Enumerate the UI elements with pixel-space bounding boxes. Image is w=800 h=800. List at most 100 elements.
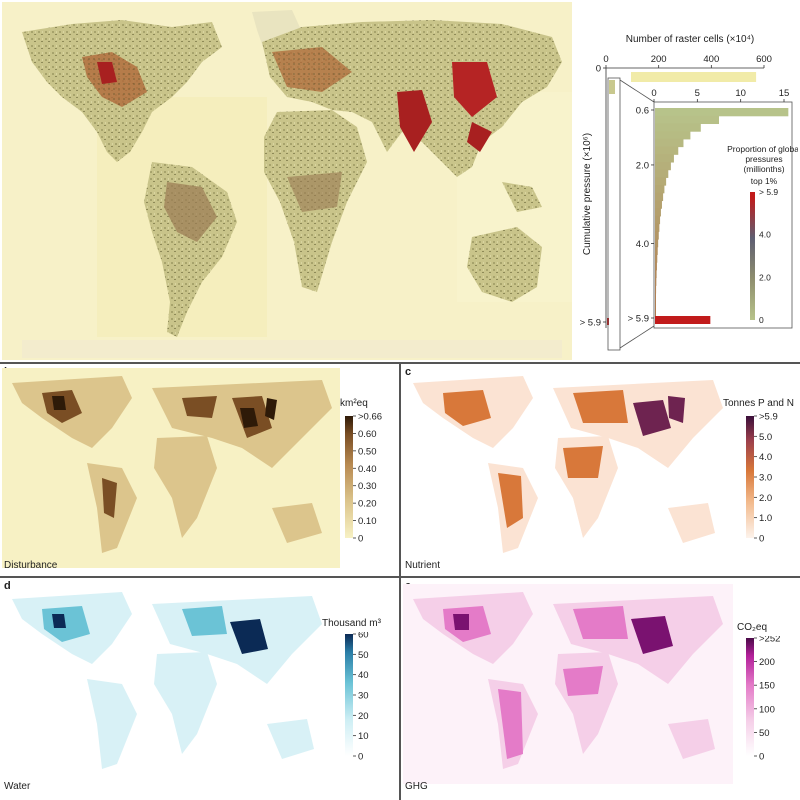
colorbar-tick-label: 1.0 <box>759 513 772 524</box>
outer-x-tick-label: 400 <box>703 54 719 65</box>
colorbar-tick-label: 0.30 <box>358 481 377 492</box>
panel-b: b km²eq >0.660.600.500.400.300.200.10 <box>0 364 399 576</box>
outer-y-tick-label: 0 <box>596 64 601 75</box>
inner-bar <box>655 200 662 209</box>
panel-a: a <box>0 0 800 362</box>
inner-bar <box>655 308 656 317</box>
panel-e-map <box>403 584 733 784</box>
inner-bar <box>655 269 657 279</box>
inner-bar <box>655 292 656 302</box>
colorbar-tick-label: 0 <box>358 752 363 763</box>
zoom-connector <box>619 79 655 103</box>
colorbar-tick-label: 0.50 <box>358 446 377 457</box>
panel-b-colorbar: >0.66 0.60 0.50 0.40 0.30 0.20 0.10 0 <box>345 412 382 545</box>
colorbar-tick-label: 4.0 <box>759 452 772 463</box>
top-one-percent-bracket <box>607 77 621 351</box>
inner-y-tick-label: 4.0 <box>636 239 649 250</box>
inner-y-tick-label: 0.6 <box>636 106 649 117</box>
inner-chart-title: top 1% <box>751 176 778 186</box>
inner-bar <box>655 277 657 286</box>
colorbar-tick-label: 0 <box>358 534 363 545</box>
inner-bar <box>655 238 659 248</box>
colorbar-tick-label: 50 <box>759 728 770 739</box>
panel-e-colorbar: >252 200 150 100 50 0 <box>746 636 780 762</box>
inner-colorbar-title: Proportion of global pressures (millionths… <box>727 144 798 174</box>
inner-bar <box>655 123 701 132</box>
inner-bar <box>655 215 661 225</box>
inner-bar <box>655 316 711 324</box>
colorbar-tick-label: 0.60 <box>358 429 377 440</box>
inner-bar <box>655 177 667 186</box>
panel-e-name: GHG <box>405 781 428 792</box>
inner-colorbar-tick-label: > 5.9 <box>759 187 778 197</box>
panel-c-colorbar: >5.9 5.0 4.0 3.0 2.0 1.0 0 <box>746 412 778 545</box>
colorbar-tick-label: 0 <box>759 534 764 545</box>
panel-d-colorbar-title: Thousand m³ <box>322 618 381 629</box>
colorbar-tick-label: 20 <box>358 711 369 722</box>
inner-bar <box>655 154 674 163</box>
inner-bar <box>655 254 658 263</box>
inner-bar <box>655 131 691 140</box>
histogram-chart: Number of raster cells (×10⁴) 0 200 400 600 0… <box>580 34 798 351</box>
inner-x-tick-label: 5 <box>695 88 700 99</box>
inner-bar <box>655 285 657 294</box>
inner-y-tick-label: > 5.9 <box>628 314 649 325</box>
panel-d-colorbar: 60 50 40 30 20 10 0 <box>345 632 369 763</box>
inner-colorbar-tick-label: 4.0 <box>759 230 771 240</box>
outer-x-tick-label: 200 <box>651 54 667 65</box>
panel-c: c Tonnes P and N >5.9 5.0 4.0 3.0 2.0 1.0 0 Nu… <box>401 364 800 576</box>
colorbar-tick-label: 2.0 <box>759 493 772 504</box>
panel-b-map <box>2 368 340 568</box>
panel-e-colorbar-title: CO₂eq <box>737 622 768 633</box>
panel-b-name: Disturbance <box>4 560 58 571</box>
colorbar-tick-label: >5.9 <box>759 412 778 423</box>
outer-x-tick-label: 0 <box>603 54 608 65</box>
colorbar-tick-label: 0.20 <box>358 499 377 510</box>
outer-bar <box>609 80 615 94</box>
inner-bar <box>655 192 664 202</box>
outer-x-tick-label: 600 <box>756 54 772 65</box>
inner-x-tick-label: 15 <box>779 88 790 99</box>
colorbar-tick-label: 60 <box>358 632 369 641</box>
colorbar-tick-label: 50 <box>358 650 369 661</box>
colorbar-tick-label: 200 <box>759 657 775 668</box>
colorbar-tick-label: 0.40 <box>358 464 377 475</box>
inner-bar <box>655 223 660 232</box>
colorbar-tick-label: 3.0 <box>759 473 772 484</box>
colorbar-tick-label: >252 <box>759 636 780 645</box>
colorbar-tick-label: 0 <box>759 752 764 762</box>
inner-y-tick-label: 2.0 <box>636 160 649 171</box>
inner-bar <box>655 208 661 217</box>
panel-c-map <box>413 376 723 553</box>
outer-y-axis-label: Cumulative pressure (×10⁶) <box>582 133 593 255</box>
inner-bar <box>655 185 665 194</box>
inner-bar <box>655 169 669 178</box>
colorbar-tick-label: 30 <box>358 691 369 702</box>
outer-x-axis-label: Number of raster cells (×10⁴) <box>626 34 755 45</box>
inner-colorbar-tick-label: 2.0 <box>759 272 771 282</box>
panel-d-name: Water <box>4 781 31 792</box>
colorbar-tick-label: 40 <box>358 670 369 681</box>
outer-bar <box>631 72 757 82</box>
inner-colorbar <box>750 192 755 320</box>
zoom-connector <box>619 325 655 349</box>
colorbar-tick-label: 10 <box>358 731 369 742</box>
inner-bar <box>655 300 656 309</box>
inner-bar <box>655 108 789 117</box>
panel-a-world-map <box>2 2 572 360</box>
colorbar-tick-label: 150 <box>759 681 775 692</box>
inner-bar <box>655 161 671 171</box>
divider-vertical <box>399 362 401 800</box>
panel-b-colorbar-title: km²eq <box>340 398 368 409</box>
inner-bar <box>655 138 684 148</box>
panel-d-label: d <box>4 580 11 592</box>
panel-d-map <box>12 592 322 769</box>
inner-colorbar-tick-label: 0 <box>759 315 764 325</box>
inner-x-tick-label: 0 <box>651 88 656 99</box>
inner-bar <box>655 231 659 240</box>
inner-bar <box>655 262 657 271</box>
colorbar-tick-label: 100 <box>759 704 775 715</box>
inner-bar <box>655 246 658 255</box>
australia <box>467 227 542 302</box>
